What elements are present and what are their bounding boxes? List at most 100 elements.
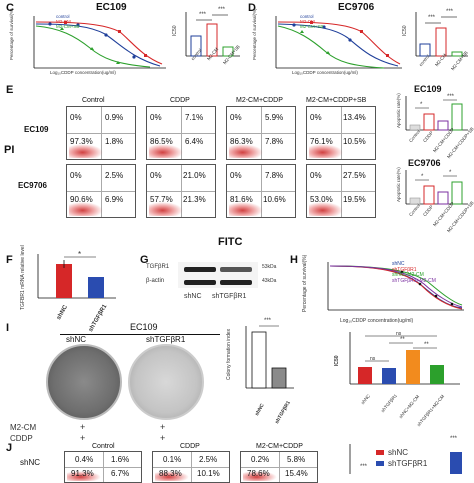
panel-c-sig-2: ***	[218, 7, 226, 13]
flow-plot: 0% 7.8% 81.6% 10.6%	[226, 164, 296, 218]
sig: ns	[370, 356, 376, 362]
panel-i-colony-bars	[245, 325, 294, 389]
quad-ur: 5.8%	[287, 455, 306, 464]
band-label: TGFβR1	[146, 264, 170, 270]
quad-lr: 7.8%	[265, 137, 284, 146]
quad-ul: 0.2%	[251, 455, 270, 464]
treatment-label: CDDP	[10, 434, 33, 443]
panel-e-ec9706-bars	[405, 170, 468, 205]
panel-label-j: J	[6, 442, 13, 454]
panel-c-ic50-bars	[185, 12, 240, 57]
legend-item: M2-CM+SB	[300, 24, 324, 29]
panel-d-sig-2: ***	[446, 9, 454, 15]
colony-dish-shnc	[46, 344, 122, 420]
panel-f-cat-1: shTGFβR1	[88, 303, 109, 333]
curve-m2cm	[35, 21, 163, 65]
cat: shNC	[254, 402, 266, 417]
dish-label: shNC	[66, 335, 87, 344]
quad-ur: 7.8%	[265, 171, 284, 180]
panel-label-e: E	[6, 84, 14, 96]
panel-h-survival-curve	[327, 262, 464, 311]
quad-ur: 0.9%	[105, 113, 124, 122]
quad-ll: 97.3%	[70, 137, 93, 146]
panel-c-ylabel: Percentage of survival(%)	[9, 8, 14, 60]
quad-ur: 13.4%	[343, 113, 366, 122]
quad-ur: 2.5%	[199, 455, 218, 464]
cat: shNC+M2-CM	[398, 394, 421, 420]
panel-c-legend: control M2-CM M2-CM+SB	[56, 14, 79, 29]
panel-d-bar-ylabel: IC50	[402, 25, 408, 36]
panel-e-bar-ylabel-2: Apoptotic rate(%)	[396, 167, 401, 202]
axis-fitc-label: FITC	[218, 236, 243, 248]
flow-plot: 0% 0.9% 97.3% 1.8%	[66, 106, 136, 160]
flow-plot: 0.1% 2.5% 88.3% 10.1%	[152, 451, 230, 483]
panel-d-title: EC9706	[338, 2, 375, 13]
panel-d-ylabel: Percentage of survival(%)	[252, 8, 257, 60]
sig: ***	[450, 436, 458, 442]
panel-f-cat-0: shNC	[56, 304, 70, 321]
panel-i-title: EC109	[130, 322, 158, 332]
flow-plot: 0.2% 5.8% 78.6% 15.4%	[240, 451, 318, 483]
curve-m2cm-sb	[277, 25, 385, 69]
panel-label-f: F	[6, 254, 13, 266]
panel-h-ic50-bars	[349, 332, 460, 385]
quad-ll: 57.7%	[150, 195, 173, 204]
band-label: β-actin	[146, 278, 165, 284]
bar-m2cm-sb	[222, 46, 234, 57]
flow-plot: 0% 21.0% 57.7% 21.3%	[146, 164, 216, 218]
cat: shTGFβR1	[274, 400, 292, 425]
panel-d-survival-curve	[275, 16, 402, 69]
bar-m2cm-sb	[451, 51, 463, 57]
bar-m2cm	[435, 27, 447, 57]
legend-item: shTGFβR1+M2-CM	[392, 277, 436, 284]
band-size: 43kDa	[262, 278, 277, 284]
curve-m2cm-sb	[35, 25, 151, 68]
legend-item: M2-CM	[300, 19, 315, 24]
col-header-control: Control	[92, 443, 115, 450]
sig: ***	[360, 464, 368, 470]
quad-ul: 0%	[150, 171, 162, 180]
panel-c-survival-curve	[33, 16, 166, 69]
quad-ll: 81.6%	[230, 195, 253, 204]
quad-ur: 27.5%	[343, 171, 366, 180]
flow-plot: 0% 2.5% 90.6% 6.9%	[66, 164, 136, 218]
bar-control	[190, 35, 202, 57]
flow-plot: 0.4% 1.6% 91.3% 6.7%	[64, 451, 142, 483]
plus-mark: +	[160, 422, 166, 432]
panel-f-bars	[37, 254, 116, 299]
cat: shTGFβR1+M2-CM	[416, 393, 446, 428]
sig: *	[449, 170, 452, 176]
panel-h-legend: shNC shTGFβR1 shNC+M2-CM shTGFβR1+M2-CM	[392, 261, 436, 284]
panel-i-bar-ylabel: Colony formation index	[226, 328, 232, 380]
panel-label-d: D	[248, 2, 256, 14]
axis-pi-label: PI	[4, 144, 15, 156]
panel-f-sig: *	[78, 250, 82, 259]
flow-plot: 0% 5.9% 86.3% 7.8%	[226, 106, 296, 160]
quad-lr: 6.9%	[105, 195, 124, 204]
bar-shnc	[56, 264, 72, 298]
legend-item: shTGFβR1	[392, 266, 417, 273]
quad-ll: 86.5%	[150, 137, 173, 146]
cat: shNC	[360, 393, 372, 406]
flow-plot: 0% 13.4% 76.1% 10.5%	[306, 106, 376, 160]
quad-lr: 6.4%	[185, 137, 204, 146]
band	[184, 267, 216, 272]
panel-e-bar-title-ec9706: EC9706	[408, 158, 441, 168]
quad-ul: 0%	[150, 113, 162, 122]
panel-label-g: G	[140, 254, 149, 266]
treatment-label: M2-CM	[10, 423, 37, 432]
sig: ***	[447, 94, 455, 100]
band-size: 53kDa	[262, 264, 277, 270]
quad-ur: 1.6%	[111, 455, 130, 464]
panel-d-ic50-bars	[415, 12, 468, 57]
legend-item: M2-CM+SB	[56, 24, 80, 29]
panel-e-ec109-bars	[405, 96, 468, 131]
quad-ul: 0%	[230, 113, 242, 122]
title-divider	[60, 334, 220, 335]
quad-ul: 0.4%	[75, 455, 94, 464]
legend-item: shNC+M2-CM	[392, 272, 424, 278]
panel-c-bar-ylabel: IC50	[172, 25, 178, 36]
legend-item: control	[56, 14, 70, 19]
panel-e-bar-ylabel: Apoptotic rate(%)	[396, 93, 401, 128]
col-header-m2cm-cddp: M2-CM+CDDP	[256, 443, 303, 450]
